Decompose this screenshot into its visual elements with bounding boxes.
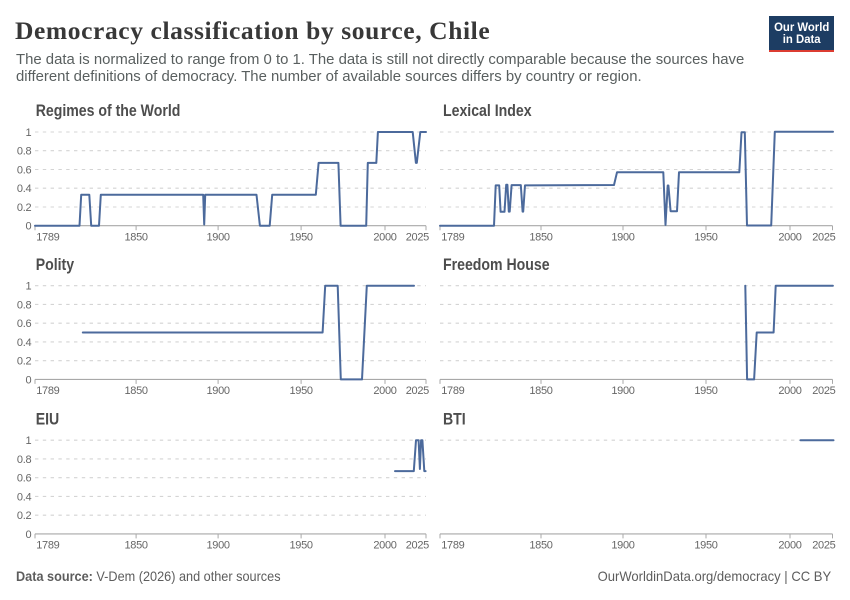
svg-text:1850: 1850: [124, 540, 147, 552]
svg-text:1900: 1900: [611, 385, 634, 397]
svg-text:1850: 1850: [124, 232, 147, 244]
svg-text:Polity: Polity: [36, 256, 75, 274]
svg-text:2000: 2000: [373, 232, 396, 244]
svg-text:0.6: 0.6: [17, 318, 32, 330]
svg-text:0: 0: [25, 529, 31, 541]
svg-text:2025: 2025: [406, 540, 429, 552]
svg-text:0.8: 0.8: [17, 146, 32, 158]
svg-text:2000: 2000: [778, 540, 801, 552]
svg-text:1789: 1789: [36, 232, 59, 244]
svg-text:1950: 1950: [694, 540, 717, 552]
svg-text:1900: 1900: [611, 540, 634, 552]
svg-text:1850: 1850: [124, 385, 147, 397]
svg-text:1950: 1950: [694, 232, 717, 244]
svg-text:0.4: 0.4: [17, 183, 32, 195]
svg-text:1950: 1950: [289, 540, 312, 552]
svg-text:0.2: 0.2: [17, 202, 32, 214]
svg-text:2025: 2025: [812, 232, 835, 244]
svg-text:0.4: 0.4: [17, 491, 32, 503]
svg-text:0.6: 0.6: [17, 473, 32, 485]
svg-text:1: 1: [25, 127, 31, 139]
svg-text:2000: 2000: [373, 540, 396, 552]
svg-text:1789: 1789: [36, 385, 59, 397]
svg-text:1900: 1900: [206, 385, 229, 397]
svg-text:0.4: 0.4: [17, 337, 32, 349]
svg-text:0: 0: [25, 374, 31, 386]
svg-text:1850: 1850: [529, 540, 552, 552]
svg-text:2000: 2000: [373, 385, 396, 397]
svg-text:1: 1: [25, 435, 31, 447]
svg-text:0: 0: [25, 221, 31, 233]
svg-text:1: 1: [25, 281, 31, 293]
svg-text:1850: 1850: [529, 385, 552, 397]
svg-text:0.8: 0.8: [17, 299, 32, 311]
svg-text:1950: 1950: [289, 385, 312, 397]
svg-text:1900: 1900: [206, 540, 229, 552]
svg-text:Regimes of the World: Regimes of the World: [36, 102, 181, 120]
svg-text:1850: 1850: [529, 232, 552, 244]
svg-text:1900: 1900: [611, 232, 634, 244]
svg-text:1789: 1789: [441, 540, 464, 552]
svg-text:2025: 2025: [406, 232, 429, 244]
svg-text:BTI: BTI: [443, 410, 466, 428]
svg-text:Freedom House: Freedom House: [443, 256, 550, 274]
svg-text:0.8: 0.8: [17, 454, 32, 466]
svg-text:1950: 1950: [289, 232, 312, 244]
svg-text:1950: 1950: [694, 385, 717, 397]
svg-text:2025: 2025: [406, 385, 429, 397]
svg-text:1789: 1789: [36, 540, 59, 552]
svg-text:1900: 1900: [206, 232, 229, 244]
svg-text:0.6: 0.6: [17, 164, 32, 176]
svg-text:1789: 1789: [441, 232, 464, 244]
svg-text:0.2: 0.2: [17, 510, 32, 522]
svg-text:2000: 2000: [778, 385, 801, 397]
svg-text:EIU: EIU: [36, 410, 60, 428]
svg-text:0.2: 0.2: [17, 356, 32, 368]
svg-text:Lexical Index: Lexical Index: [443, 102, 532, 120]
svg-text:2000: 2000: [778, 232, 801, 244]
svg-text:1789: 1789: [441, 385, 464, 397]
svg-text:2025: 2025: [812, 385, 835, 397]
svg-text:2025: 2025: [812, 540, 835, 552]
